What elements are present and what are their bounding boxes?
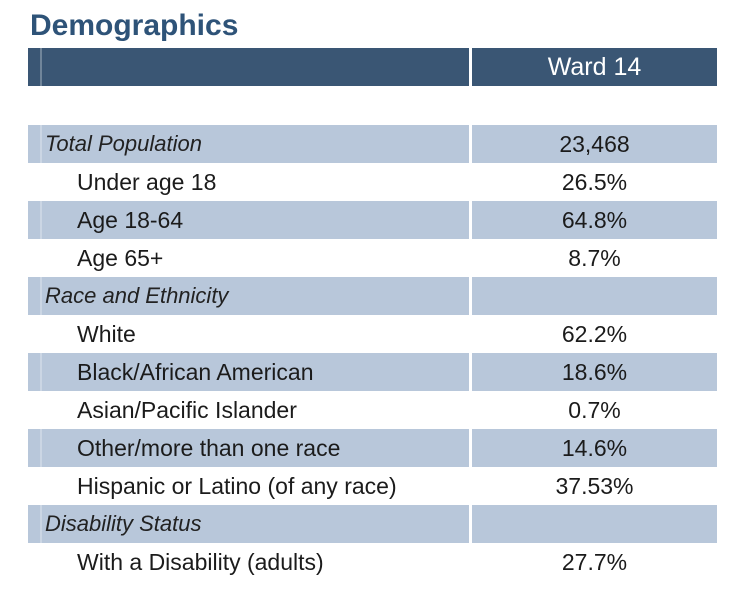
column-separator (469, 505, 472, 543)
table-row: Other/more than one race 14.6% (28, 429, 717, 467)
column-separator (469, 125, 472, 163)
header-ward-cell: Ward 14 (472, 48, 717, 86)
row-label: Asian/Pacific Islander (77, 397, 297, 423)
row-value: 0.7% (568, 397, 621, 423)
table-body: Total Population 23,468 Under age 18 26.5% A… (28, 125, 717, 581)
row-label: Black/African American (28, 353, 469, 391)
column-separator (469, 163, 472, 201)
table-row: Asian/Pacific Islander 0.7% (28, 391, 717, 429)
table-row: Black/African American 18.6% (28, 353, 717, 391)
table-row: Disability Status (28, 505, 717, 543)
row-label: Disability Status (28, 505, 469, 543)
column-separator (469, 429, 472, 467)
column-separator (469, 391, 472, 429)
page-title: Demographics (30, 9, 239, 42)
row-value: 27.7% (561, 549, 628, 575)
column-separator (469, 239, 472, 277)
table-row: White 62.2% (28, 315, 717, 353)
row-label: Total Population (28, 125, 469, 163)
row-label: Race and Ethnicity (28, 277, 469, 315)
row-label: Age 65+ (77, 245, 164, 271)
row-value (472, 277, 717, 315)
row-label: Under age 18 (77, 169, 217, 195)
demographics-table: Ward 14 Total Population 23,468 Under age … (28, 48, 717, 581)
table-header-row: Ward 14 (28, 48, 717, 86)
header-empty-cell (28, 48, 469, 86)
row-value: 64.8% (472, 201, 717, 239)
table-row: Hispanic or Latino (of any race) 37.53% (28, 467, 717, 505)
column-separator (469, 315, 472, 353)
column-separator (469, 48, 472, 86)
row-value (472, 505, 717, 543)
column-separator (469, 543, 472, 581)
row-label: White (77, 321, 136, 347)
row-value: 14.6% (472, 429, 717, 467)
column-separator (469, 277, 472, 315)
column-separator (469, 201, 472, 239)
row-value: 26.5% (561, 169, 628, 195)
row-value: 62.2% (561, 321, 628, 347)
row-value: 37.53% (555, 473, 634, 499)
row-label: Hispanic or Latino (of any race) (77, 473, 397, 499)
row-label: Age 18-64 (28, 201, 469, 239)
table-row: Under age 18 26.5% (28, 163, 717, 201)
table-row: Age 65+ 8.7% (28, 239, 717, 277)
row-label: Other/more than one race (28, 429, 469, 467)
table-row: Age 18-64 64.8% (28, 201, 717, 239)
table-row: Total Population 23,468 (28, 125, 717, 163)
row-label: With a Disability (adults) (77, 549, 324, 575)
row-value: 18.6% (472, 353, 717, 391)
table-row: With a Disability (adults) 27.7% (28, 543, 717, 581)
row-value: 8.7% (568, 245, 621, 271)
column-separator (469, 467, 472, 505)
column-separator (469, 353, 472, 391)
table-row: Race and Ethnicity (28, 277, 717, 315)
row-value: 23,468 (472, 125, 717, 163)
